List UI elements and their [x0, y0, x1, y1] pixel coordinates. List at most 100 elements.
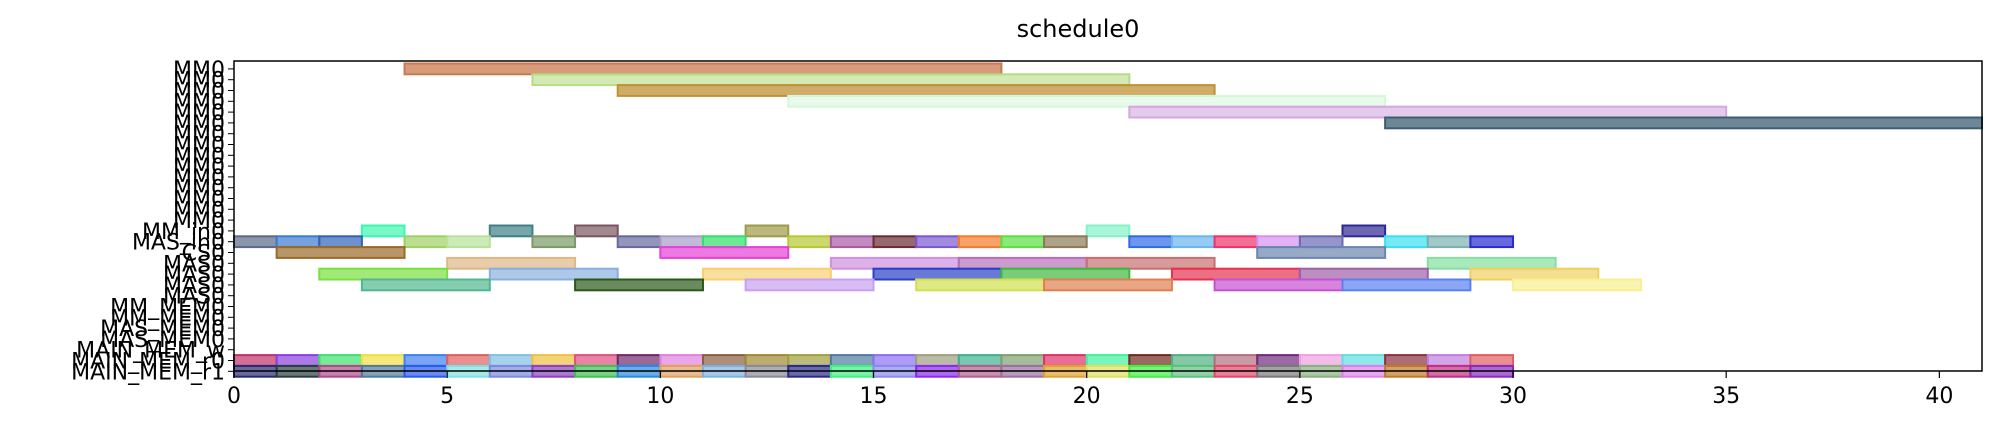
task-bar	[915, 235, 960, 249]
task-bar	[915, 278, 1046, 292]
task-bar	[1384, 116, 1983, 130]
y-tick-label: MAIN_MEM_r1	[71, 360, 225, 385]
task-bar	[233, 235, 278, 249]
y-tick-label: MM_in0	[142, 220, 225, 245]
task-bar	[957, 235, 1003, 249]
task-bar	[1256, 246, 1387, 259]
task-bar	[1043, 235, 1088, 249]
x-tick-label: 35	[1712, 384, 1740, 409]
task-bar	[446, 235, 491, 249]
y-tick-label: MM_MEM0	[110, 306, 225, 331]
y-tick-label: MM_MEM0	[110, 296, 225, 321]
task-bar	[275, 235, 321, 249]
task-bar	[1469, 354, 1515, 367]
y-axis-labels: MM0MM0MM0MM0MM0MM0MM0MM0MM0MM0MM0MM0MM0M…	[71, 58, 234, 385]
y-tick-label: MM0	[173, 188, 225, 213]
task-bar	[1469, 267, 1600, 281]
x-tick-label: 15	[860, 384, 888, 409]
task-bar	[1085, 224, 1131, 238]
task-bar	[1341, 224, 1387, 238]
task-bar	[701, 354, 747, 367]
y-tick-label: MAS_in0	[132, 231, 225, 256]
task-bar	[1170, 235, 1216, 249]
y-tick-label: MAS_MEM0	[100, 317, 225, 342]
y-tick-label: MM0	[173, 144, 225, 169]
y-tick-label: MM0	[173, 134, 225, 159]
task-bar	[1341, 354, 1387, 367]
task-bars	[233, 62, 1983, 378]
y-tick-label: MAS0	[163, 263, 225, 288]
task-bar	[275, 354, 321, 367]
y-tick-label: MM0	[173, 166, 225, 191]
task-bar	[1213, 354, 1259, 367]
task-bar	[574, 354, 619, 367]
task-bar	[360, 354, 406, 367]
task-bar	[701, 267, 832, 281]
task-bar	[574, 224, 619, 238]
task-bar	[1426, 256, 1557, 270]
y-tick-label: MAIN_MEM_r0	[71, 350, 225, 375]
x-axis: 0 5 10 15 20 25 30 35 40	[227, 371, 1953, 409]
task-bar	[318, 235, 363, 249]
task-bar	[829, 235, 875, 249]
task-bar	[1128, 354, 1173, 367]
plot-frame	[233, 60, 1983, 372]
x-tick-label: 0	[227, 384, 241, 409]
task-bar	[233, 354, 278, 367]
task-bar	[488, 267, 619, 281]
task-bar	[1341, 278, 1472, 292]
task-bar	[1170, 354, 1216, 367]
y-tick-label: MM0	[173, 177, 225, 202]
task-bar	[616, 354, 662, 367]
task-bar	[829, 354, 875, 367]
y-tick-label: MM0	[173, 112, 225, 137]
x-tick-label: 25	[1286, 384, 1314, 409]
y-tick-label: MAS0	[163, 252, 225, 277]
chart-title: schedule0	[1017, 15, 1140, 43]
task-bar	[744, 354, 790, 367]
x-tick-label: 5	[440, 384, 454, 409]
task-bar	[957, 256, 1088, 270]
task-bar	[275, 246, 406, 259]
task-bar	[531, 73, 1131, 87]
task-bar	[1298, 354, 1344, 367]
task-bar	[1384, 235, 1429, 249]
task-bar	[1170, 267, 1301, 281]
task-bar	[574, 278, 704, 292]
task-bar	[1000, 267, 1131, 281]
y-tick-label: MM0	[173, 155, 225, 180]
task-bar	[403, 62, 1003, 76]
task-bar	[1512, 278, 1642, 292]
task-bar	[872, 354, 918, 367]
task-bar	[616, 235, 662, 249]
y-tick-label: MM0	[173, 198, 225, 223]
x-tick-label: 40	[1925, 384, 1953, 409]
y-tick-label: MM0	[173, 80, 225, 105]
task-bar	[1298, 267, 1429, 281]
y-tick-label: MM0	[173, 90, 225, 115]
y-tick-label: MM0	[173, 58, 225, 83]
task-bar	[1426, 235, 1472, 249]
y-tick-label: MAS0	[163, 285, 225, 310]
task-bar	[403, 354, 449, 367]
task-bar	[957, 354, 1003, 367]
task-bar	[659, 246, 790, 259]
task-bar	[446, 256, 577, 270]
task-bar	[915, 354, 960, 367]
task-bar	[403, 235, 449, 249]
task-bar	[787, 235, 832, 249]
task-bar	[1085, 354, 1131, 367]
y-tick-label: MM0	[173, 123, 225, 148]
task-bar	[872, 235, 918, 249]
y-tick-label: MM0	[173, 69, 225, 94]
task-bar	[1085, 256, 1216, 270]
task-bar	[1128, 105, 1728, 119]
task-bar	[446, 354, 491, 367]
task-bar	[1426, 354, 1472, 367]
task-bar	[829, 256, 960, 270]
task-bar	[360, 224, 406, 238]
y-tick-label: CS0	[182, 242, 225, 267]
task-bar	[1213, 278, 1344, 292]
task-bar	[744, 224, 790, 238]
